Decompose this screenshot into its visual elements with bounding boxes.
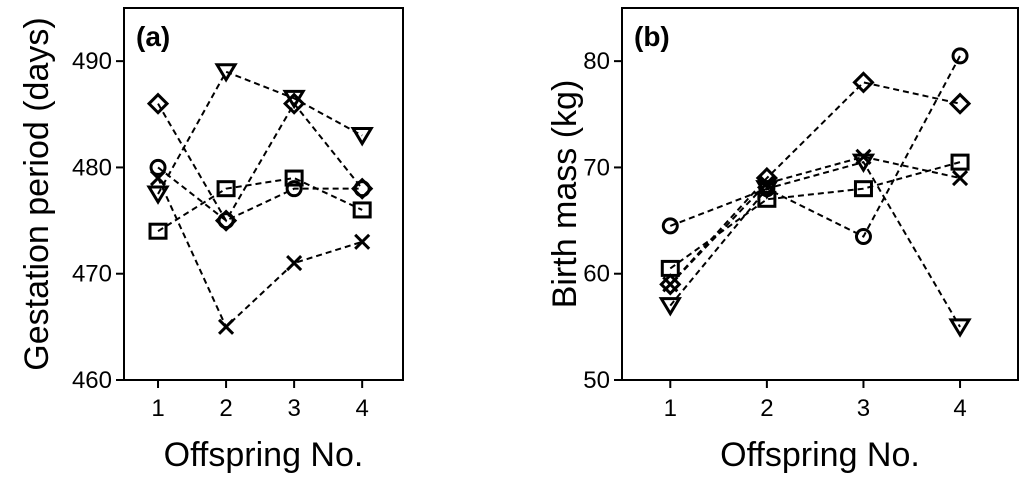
- data-point-diamond: [948, 92, 972, 115]
- panel-b: 50 60 70 80 1 2 3 4 Offspring No. Birth mass (kg)…: [546, 7, 1019, 474]
- data-point-diamond: [214, 209, 238, 232]
- data-point-square: [660, 259, 680, 277]
- y-tick-label: 60: [583, 261, 610, 288]
- data-point-diamond: [852, 71, 875, 94]
- y-tick-label: 460: [72, 367, 112, 394]
- panel-label: (a): [136, 21, 170, 52]
- x-stroke: [149, 169, 167, 187]
- series-line-diamond: [669, 81, 961, 286]
- series-line-circle: [669, 55, 961, 238]
- x-tick-label: 1: [151, 395, 164, 422]
- data-point-square: [352, 201, 372, 219]
- x-stroke: [354, 233, 371, 250]
- data-point-x: [218, 318, 235, 335]
- data-point-x: [758, 175, 775, 192]
- x-stroke: [218, 318, 235, 335]
- panel-a: 460 470 480 490 1 2 3 4 Offspring No. Gestation p…: [18, 7, 404, 474]
- y-tick-label: 80: [583, 48, 610, 75]
- plot-frame: [123, 7, 404, 381]
- y-tick-label: 50: [583, 367, 610, 394]
- series-line-square: [157, 177, 363, 233]
- series-line-triangle-down: [669, 160, 961, 328]
- series-line-x: [157, 177, 363, 329]
- series-line-diamond: [157, 101, 363, 223]
- x-stroke: [662, 276, 679, 293]
- data-point-triangle-down: [658, 297, 682, 317]
- data-point-triangle-down: [350, 127, 374, 147]
- data-point-square: [148, 222, 168, 240]
- x-tick-label: 3: [287, 395, 300, 422]
- data-point-diamond: [283, 92, 306, 115]
- data-point-x: [149, 169, 167, 187]
- x-tick-label: 2: [760, 395, 773, 422]
- x-axis-label: Offspring No.: [164, 436, 364, 474]
- data-point-square: [853, 180, 873, 198]
- series-line-circle: [157, 166, 363, 222]
- data-point-circle: [149, 158, 167, 176]
- data-point-diamond: [351, 177, 374, 200]
- data-point-circle: [951, 47, 969, 65]
- data-point-circle: [285, 180, 303, 198]
- x-tick-label: 4: [953, 395, 966, 422]
- data-point-square: [950, 153, 970, 171]
- panel-label: (b): [634, 21, 670, 52]
- y-tick-label: 480: [72, 154, 112, 181]
- data-point-triangle-down: [214, 63, 238, 83]
- data-point-triangle-down: [282, 89, 306, 110]
- plot-frame: [621, 7, 1019, 381]
- series-line-square: [669, 161, 961, 270]
- data-point-triangle-down: [948, 318, 972, 338]
- data-point-square: [757, 190, 777, 208]
- y-tick-label: 70: [583, 154, 610, 181]
- data-point-x: [662, 276, 679, 293]
- data-point-circle: [854, 228, 872, 246]
- x-tick-label: 3: [857, 395, 870, 422]
- y-tick-label: 490: [72, 48, 112, 75]
- data-point-square: [284, 169, 304, 187]
- data-point-x: [286, 255, 303, 272]
- x-axis-label: Offspring No.: [720, 436, 920, 474]
- data-point-x: [855, 148, 872, 165]
- x-stroke: [855, 148, 872, 165]
- data-point-x: [354, 233, 371, 250]
- x-stroke: [758, 175, 775, 192]
- y-tick-label: 470: [72, 261, 112, 288]
- data-point-triangle-down: [146, 185, 170, 205]
- y-axis-label: Gestation period (days): [18, 17, 56, 370]
- x-stroke: [951, 169, 969, 187]
- x-tick-label: 4: [355, 395, 368, 422]
- series-line-triangle-down: [157, 70, 363, 195]
- x-stroke: [286, 255, 303, 272]
- data-point-diamond: [146, 92, 170, 115]
- x-tick-label: 2: [219, 395, 232, 422]
- data-point-diamond: [659, 273, 682, 296]
- data-point-circle: [661, 217, 679, 235]
- data-point-square: [216, 180, 236, 198]
- data-point-x: [951, 169, 969, 187]
- data-point-diamond: [755, 166, 778, 190]
- y-axis-label: Birth mass (kg): [546, 80, 584, 309]
- x-tick-label: 1: [664, 395, 677, 422]
